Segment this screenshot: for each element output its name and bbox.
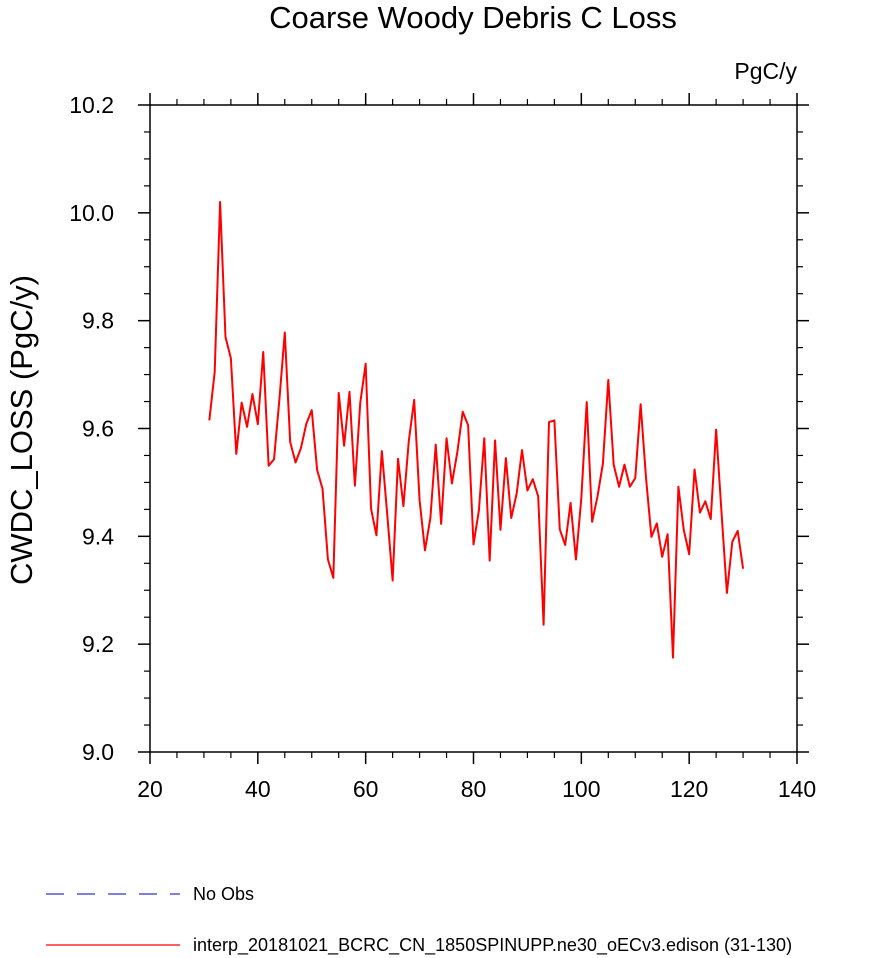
y-tick-label: 10.2 [69,92,114,118]
legend-label: interp_20181021_BCRC_CN_1850SPINUPP.ne30… [193,935,792,956]
units-label: PgC/y [734,58,797,84]
y-tick-label: 9.6 [82,416,114,442]
x-tick-label: 120 [670,776,708,802]
x-tick-label: 140 [778,776,816,802]
series-layer [208,201,745,659]
y-tick-label: 9.4 [82,523,114,549]
y-tick-label: 9.8 [82,308,114,334]
chart-title: Coarse Woody Debris C Loss [269,0,677,35]
tick-marks [138,93,809,764]
plot-frame [149,104,798,753]
y-tick-label: 9.0 [82,739,114,765]
legend-label: No Obs [193,884,254,904]
series-line [208,201,745,659]
y-axis-title: CWDC_LOSS (PgC/y) [4,275,39,585]
x-tick-label: 60 [353,776,379,802]
x-tick-label: 40 [245,776,271,802]
tick-labels: 20 40 60 80 100 120 140 9.0 9.2 9.4 9.6 9.8 10.0 10.2 [69,92,816,802]
y-tick-label: 10.0 [69,200,114,226]
y-tick-label: 9.2 [82,631,114,657]
x-tick-label: 80 [461,776,487,802]
legend: No Obs interp_20181021_BCRC_CN_1850SPINUP… [46,884,792,956]
x-tick-label: 100 [562,776,600,802]
x-tick-label: 20 [137,776,163,802]
